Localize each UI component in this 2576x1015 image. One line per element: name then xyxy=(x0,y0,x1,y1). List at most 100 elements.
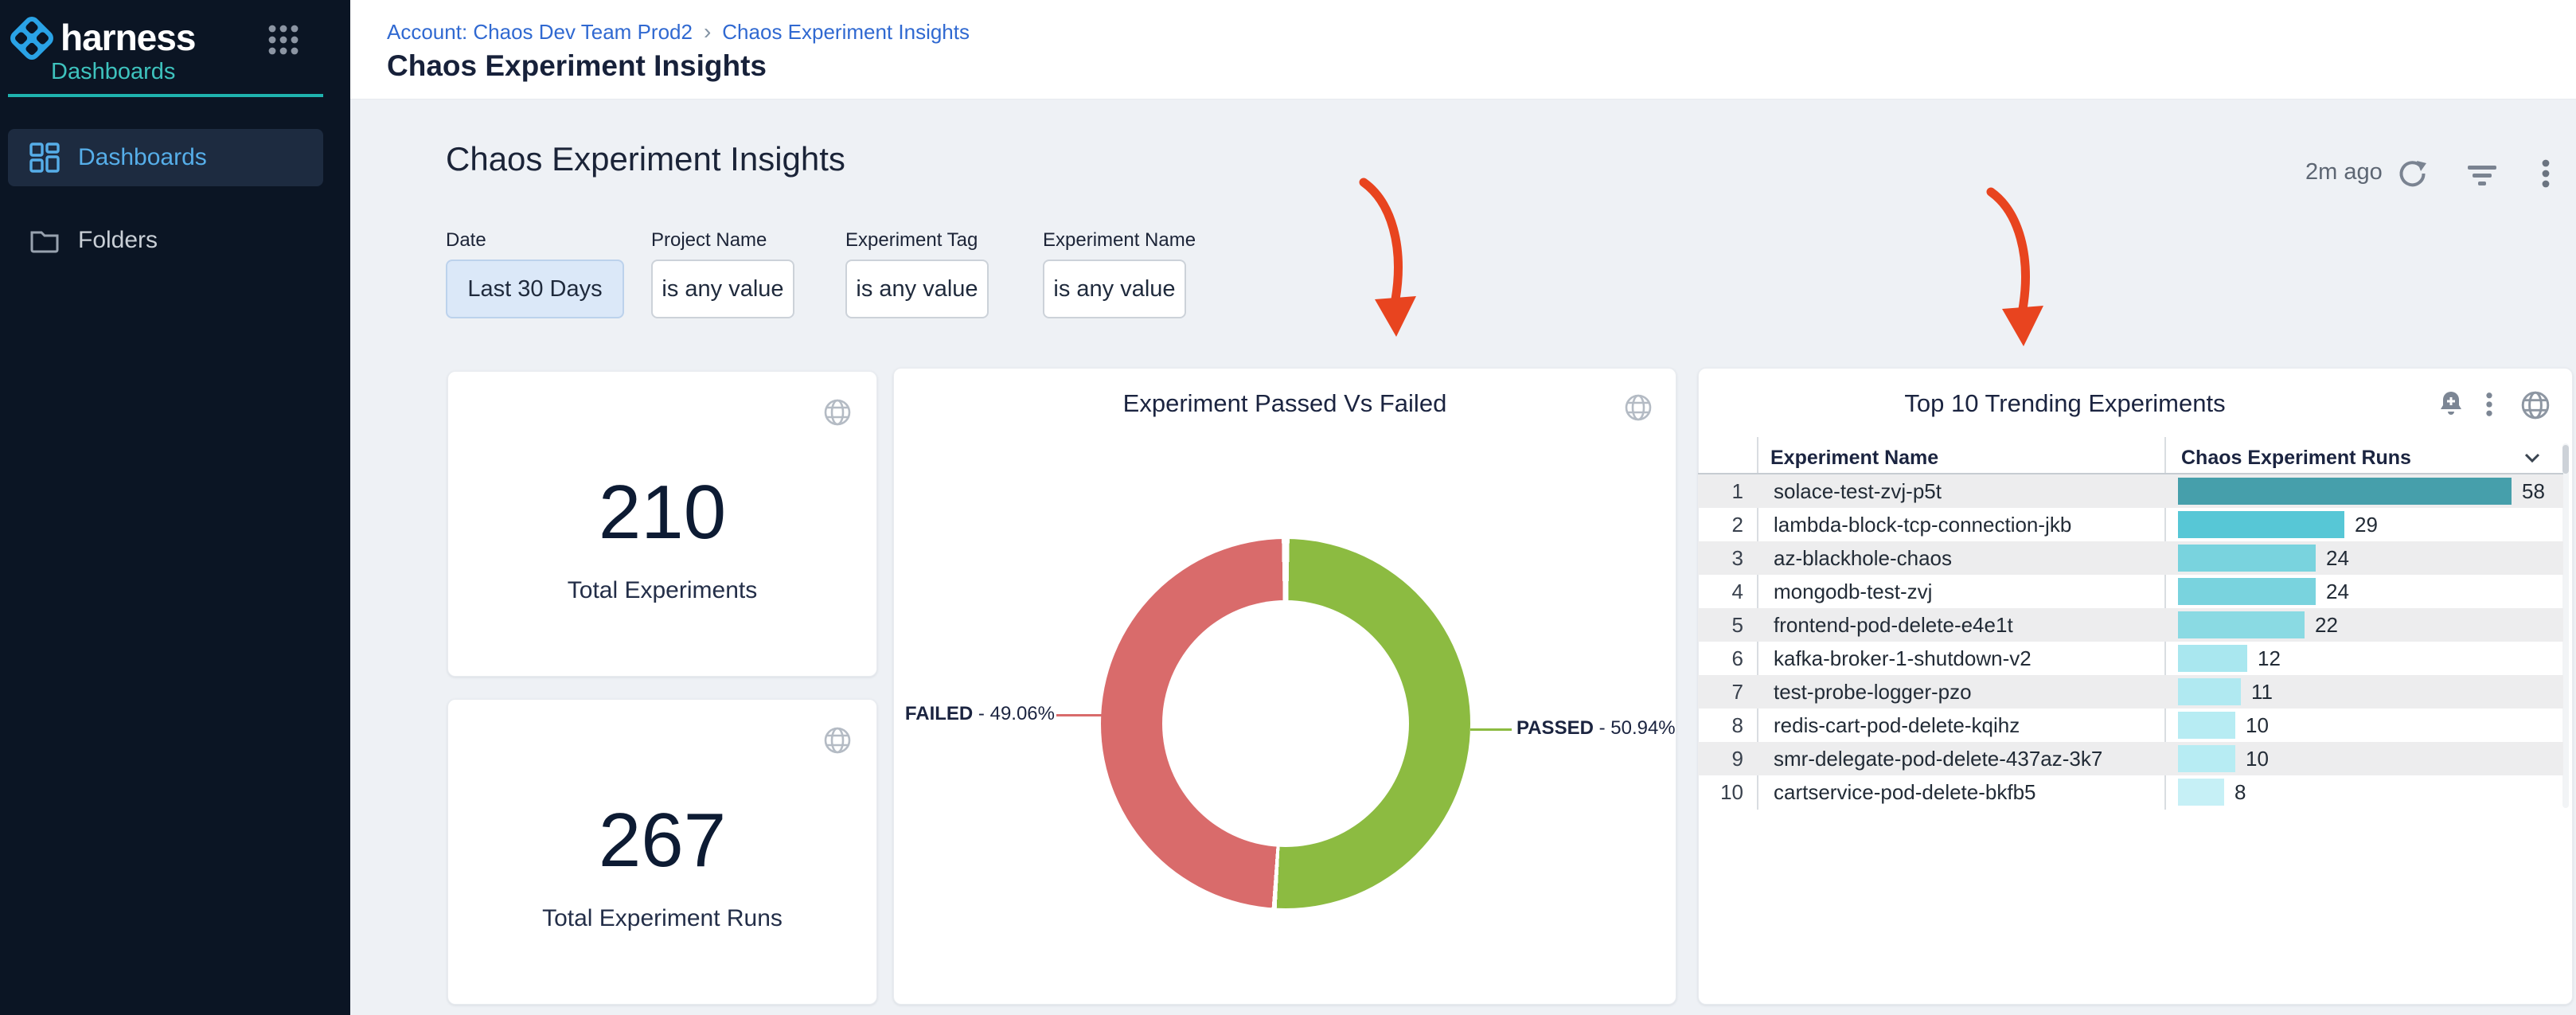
run-count-value: 58 xyxy=(2522,478,2545,503)
experiment-name: test-probe-logger-pzo xyxy=(1774,679,1972,704)
tile-menu-button[interactable] xyxy=(2474,389,2509,424)
trending-experiments-table: Experiment Name Chaos Experiment Runs 1 … xyxy=(1698,443,2563,809)
row-rank: 5 xyxy=(1731,612,1743,637)
annotation-arrow-down-right xyxy=(1986,187,2043,346)
row-rank: 8 xyxy=(1731,712,1743,737)
total-experiment-runs-card: 267 Total Experiment Runs xyxy=(447,699,877,1005)
experiment-name: kafka-broker-1-shutdown-v2 xyxy=(1774,646,2032,670)
run-count-value: 22 xyxy=(2315,612,2338,637)
run-count-value: 11 xyxy=(2251,679,2273,704)
donut-chart-title: Experiment Passed Vs Failed xyxy=(1122,389,1447,417)
dashboard-menu-button[interactable] xyxy=(2528,156,2563,191)
run-count-bar xyxy=(2178,611,2305,638)
table-row[interactable]: 7 test-probe-logger-pzo 11 xyxy=(1698,675,2563,709)
sidebar-item-label: Folders xyxy=(78,227,158,253)
breadcrumb-separator: › xyxy=(703,19,712,44)
experiment-name: lambda-block-tcp-connection-jkb xyxy=(1774,512,2072,537)
globe-icon[interactable] xyxy=(822,725,853,755)
alert-bell-button[interactable] xyxy=(2434,388,2469,423)
sidebar-item-folders[interactable]: Folders xyxy=(8,212,323,269)
table-row[interactable]: 5 frontend-pod-delete-e4e1t 22 xyxy=(1698,608,2563,642)
filter-button[interactable] xyxy=(2465,158,2500,193)
experiment-name: mongodb-test-zvj xyxy=(1774,579,1933,603)
donut-chart[interactable] xyxy=(1101,539,1470,908)
filter-name-button[interactable]: is any value xyxy=(1043,260,1186,318)
run-count-value: 24 xyxy=(2326,579,2349,603)
filter-label-name: Experiment Name xyxy=(1043,229,1196,251)
passed-vs-failed-card: Experiment Passed Vs Failed FAILED - 49.… xyxy=(893,368,1676,1005)
breadcrumb: Account: Chaos Dev Team Prod2 › Chaos Ex… xyxy=(387,19,970,45)
table-scrollbar xyxy=(2562,443,2569,808)
failed-slice-label: FAILED - 49.06% xyxy=(904,703,1055,724)
table-scrollbar-thumb[interactable] xyxy=(2562,445,2569,474)
experiment-name: cartservice-pod-delete-bkfb5 xyxy=(1774,779,2036,804)
globe-icon[interactable] xyxy=(1623,392,1653,423)
filter-date-button[interactable]: Last 30 Days xyxy=(446,260,624,318)
module-grid-icon[interactable] xyxy=(266,22,301,57)
failed-leader-line xyxy=(1056,714,1103,716)
table-row[interactable]: 4 mongodb-test-zvj 24 xyxy=(1698,575,2563,608)
run-count-bar xyxy=(2178,545,2316,572)
harness-logo-text: harness xyxy=(60,17,196,58)
filter-project-button[interactable]: is any value xyxy=(651,260,794,318)
table-row[interactable]: 9 smr-delegate-pod-delete-437az-3k7 10 xyxy=(1698,742,2563,775)
annotation-arrow-down-left xyxy=(1359,178,1416,337)
run-count-value: 8 xyxy=(2234,779,2246,804)
filter-tag-button[interactable]: is any value xyxy=(845,260,989,318)
total-experiments-value: 210 xyxy=(598,470,727,555)
experiment-name-column-header: Experiment Name xyxy=(1770,446,1939,469)
filter-label-tag: Experiment Tag xyxy=(845,229,978,251)
run-count-bar xyxy=(2178,745,2235,772)
passed-slice-label: PASSED - 50.94% xyxy=(1516,717,1676,739)
module-label: Dashboards xyxy=(51,59,176,84)
row-rank: 7 xyxy=(1731,679,1743,704)
harness-logo-icon xyxy=(6,13,57,64)
run-count-value: 24 xyxy=(2326,545,2349,570)
total-experiments-label: Total Experiments xyxy=(567,577,758,603)
sidebar-item-label: Dashboards xyxy=(78,144,207,170)
folder-icon xyxy=(29,224,60,256)
runs-column-header-label: Chaos Experiment Runs xyxy=(2181,446,2411,469)
breadcrumb-account-link[interactable]: Account: Chaos Dev Team Prod2 xyxy=(387,19,693,44)
table-row[interactable]: 3 az-blackhole-chaos 24 xyxy=(1698,541,2563,575)
run-count-value: 12 xyxy=(2258,646,2281,670)
run-count-value: 10 xyxy=(2246,746,2269,771)
runs-column-header[interactable]: Chaos Experiment Runs xyxy=(2164,447,2563,470)
table-row[interactable]: 8 redis-cart-pod-delete-kqihz 10 xyxy=(1698,709,2563,742)
experiment-name: az-blackhole-chaos xyxy=(1774,545,1953,570)
row-rank: 6 xyxy=(1731,646,1743,670)
page-title: Chaos Experiment Insights xyxy=(387,49,767,82)
breadcrumb-page-link[interactable]: Chaos Experiment Insights xyxy=(722,19,970,44)
run-count-value: 29 xyxy=(2355,512,2378,537)
table-row[interactable]: 10 cartservice-pod-delete-bkfb5 8 xyxy=(1698,775,2563,809)
run-count-bar xyxy=(2178,511,2344,538)
harness-logo: harness xyxy=(6,13,338,64)
sidebar-divider xyxy=(8,94,323,97)
experiment-name: frontend-pod-delete-e4e1t xyxy=(1774,612,2013,637)
row-rank: 1 xyxy=(1731,478,1743,503)
refresh-button[interactable] xyxy=(2395,156,2430,191)
table-row[interactable]: 1 solace-test-zvj-p5t 58 xyxy=(1698,474,2563,508)
sidebar-item-dashboards[interactable]: Dashboards xyxy=(8,129,323,186)
table-row[interactable]: 2 lambda-block-tcp-connection-jkb 29 xyxy=(1698,508,2563,541)
run-count-bar xyxy=(2178,779,2224,806)
chevron-down-icon xyxy=(2522,447,2543,468)
run-count-value: 10 xyxy=(2246,712,2269,737)
experiment-name: solace-test-zvj-p5t xyxy=(1774,478,1942,503)
run-count-bar xyxy=(2178,578,2316,605)
globe-icon[interactable] xyxy=(2519,389,2550,420)
row-rank: 10 xyxy=(1720,779,1743,804)
page-header: Account: Chaos Dev Team Prod2 › Chaos Ex… xyxy=(350,0,2576,100)
experiment-name: smr-delegate-pod-delete-437az-3k7 xyxy=(1774,746,2103,771)
run-count-bar xyxy=(2178,645,2247,672)
dashboards-icon xyxy=(29,142,60,174)
table-row[interactable]: 6 kafka-broker-1-shutdown-v2 12 xyxy=(1698,642,2563,675)
row-rank: 3 xyxy=(1731,545,1743,570)
row-rank: 9 xyxy=(1731,746,1743,771)
experiment-name: redis-cart-pod-delete-kqihz xyxy=(1774,712,2020,737)
total-experiment-runs-value: 267 xyxy=(598,798,727,883)
run-count-bar xyxy=(2178,712,2235,739)
dashboard-title: Chaos Experiment Insights xyxy=(446,140,845,178)
globe-icon[interactable] xyxy=(822,397,853,427)
